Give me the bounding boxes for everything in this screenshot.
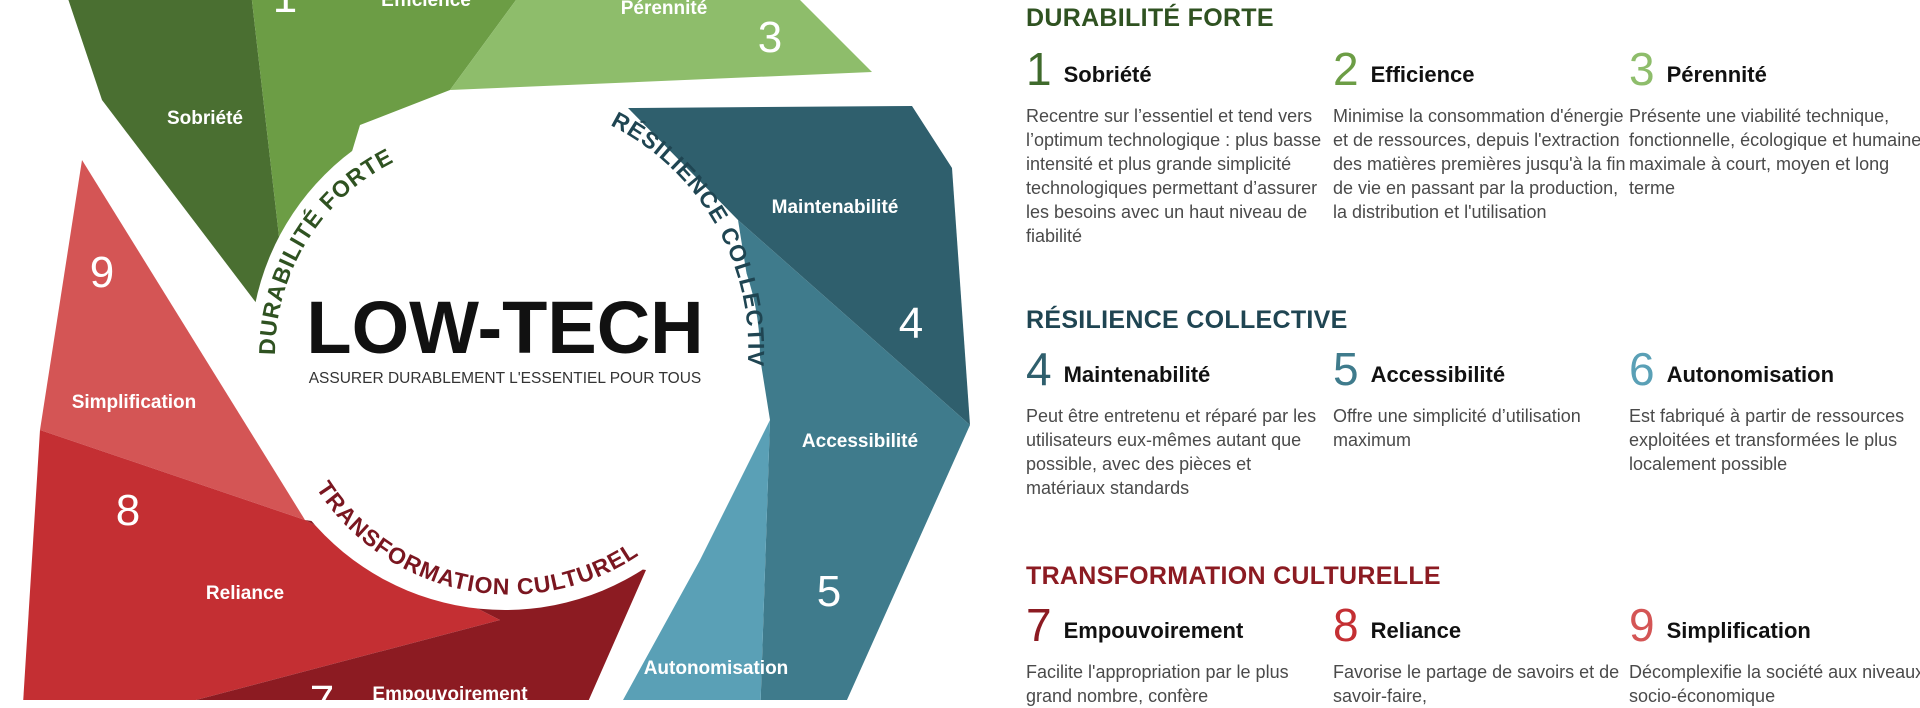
principle-header: 5 Accessibilité <box>1333 346 1505 392</box>
segment-6-shape <box>623 420 770 700</box>
principle-name: Efficience <box>1370 62 1475 87</box>
segment-number-1: 1 <box>273 0 297 22</box>
segment-label-2: Efficience <box>381 0 471 11</box>
segment-number-3: 3 <box>758 13 782 62</box>
principle-number: 2 <box>1333 43 1359 95</box>
section-title: TRANSFORMATION CULTURELLE <box>1026 562 1441 590</box>
segment-3-shape <box>450 0 872 90</box>
segment-1-shape <box>68 0 292 350</box>
principle-number: 9 <box>1629 599 1655 651</box>
segment-5-shape <box>738 220 970 700</box>
principle-name: Maintenabilité <box>1063 362 1211 387</box>
principle-name: Pérennité <box>1666 62 1767 87</box>
principle-number: 8 <box>1333 599 1359 651</box>
principle-header: 8 Reliance <box>1333 602 1461 648</box>
segment-number-4: 4 <box>899 299 923 348</box>
segment-number-9: 9 <box>90 248 114 297</box>
principle-description: Décomplexifie la société aux niveaux soc… <box>1629 662 1920 706</box>
principle-description: Est fabriqué à partir de ressources expl… <box>1629 406 1905 474</box>
principle-header: 6 Autonomisation <box>1629 346 1834 392</box>
principle-number: 6 <box>1629 343 1655 395</box>
segment-number-7: 7 <box>310 677 334 700</box>
section-title: DURABILITÉ FORTE <box>1026 4 1274 32</box>
principle-number: 4 <box>1026 343 1052 395</box>
segment-label-6: Autonomisation <box>644 658 789 679</box>
principle-name: Autonomisation <box>1666 362 1835 387</box>
principle-description: Recentre sur l’essentiel et tend vers l’… <box>1026 106 1322 246</box>
principle-description: Présente une viabilité technique, foncti… <box>1629 106 1920 198</box>
low-tech-wheel: DURABILITÉ FORTE RÉSILIENCE COLLECTIVE T… <box>0 0 970 700</box>
principle-description: Offre une simplicité d’utilisation maxim… <box>1333 406 1581 450</box>
segment-number-8: 8 <box>116 486 140 535</box>
principle-name: Empouvoirement <box>1063 618 1244 643</box>
segment-label-7: Empouvoirement <box>372 684 528 700</box>
principle-name: Accessibilité <box>1370 362 1506 387</box>
wheel-subtitle: ASSURER DURABLEMENT L'ESSENTIEL POUR TOU… <box>309 370 702 387</box>
principle-header: 7 Empouvoirement <box>1026 602 1243 648</box>
principle-description: Peut être entretenu et réparé par les ut… <box>1026 406 1317 498</box>
segment-9-shape <box>40 160 305 520</box>
segment-label-5: Accessibilité <box>802 431 918 452</box>
principle-number: 1 <box>1026 43 1052 95</box>
principle-description: Minimise la consommation d'énergie et de… <box>1333 106 1626 222</box>
principle-number: 3 <box>1629 43 1655 95</box>
segment-label-1: Sobriété <box>167 108 243 129</box>
principle-description: Facilite l'appropriation par le plus gra… <box>1026 662 1289 706</box>
segment-label-4: Maintenabilité <box>772 197 899 218</box>
segment-number-5: 5 <box>817 567 841 616</box>
principle-number: 5 <box>1333 343 1359 395</box>
principle-header: 1 Sobriété <box>1026 46 1152 92</box>
wheel-title: LOW-TECH <box>306 286 703 369</box>
principle-name: Sobriété <box>1063 62 1152 87</box>
segment-label-3: Pérennité <box>621 0 708 19</box>
segment-4-shape <box>628 106 970 425</box>
principle-header: 4 Maintenabilité <box>1026 346 1210 392</box>
segment-label-9: Simplification <box>72 392 197 413</box>
principles-panel: DURABILITÉ FORTE 1 Sobriété Recentre sur … <box>1026 0 1920 706</box>
center-hub <box>250 100 760 610</box>
principle-description: Favorise le partage de savoirs et de sav… <box>1333 662 1620 706</box>
principle-name: Simplification <box>1666 618 1811 643</box>
principle-number: 7 <box>1026 599 1052 651</box>
segment-8-shape <box>23 430 500 700</box>
segment-label-8: Reliance <box>206 583 284 604</box>
principle-header: 9 Simplification <box>1629 602 1811 648</box>
principle-name: Reliance <box>1370 618 1462 643</box>
section-title: RÉSILIENCE COLLECTIVE <box>1026 306 1348 334</box>
principle-header: 2 Efficience <box>1333 46 1475 92</box>
principle-header: 3 Pérennité <box>1629 46 1767 92</box>
